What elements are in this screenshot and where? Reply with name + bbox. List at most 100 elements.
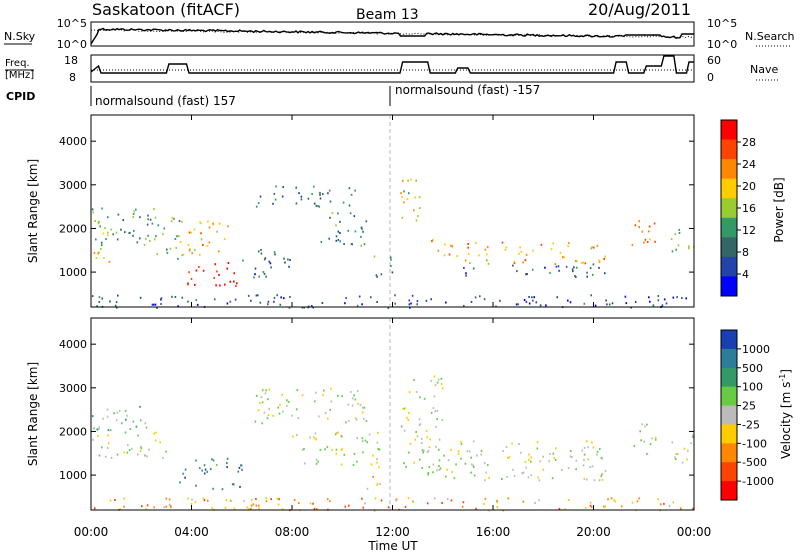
heatmap-cell: [363, 243, 366, 246]
heatmap-cell: [423, 449, 425, 452]
heatmap-cell: [432, 407, 435, 410]
heatmap-cell: [429, 438, 431, 441]
heatmap-cell: [187, 244, 190, 247]
heatmap-cell: [372, 475, 374, 478]
heatmap-cell: [415, 179, 417, 182]
heatmap-cell: [432, 238, 434, 241]
heatmap-cell: [670, 238, 673, 241]
heatmap-cell: [106, 446, 109, 449]
heatmap-cell: [147, 214, 149, 217]
heatmap-cell: [652, 304, 655, 307]
heatmap-cell: [268, 260, 271, 263]
heatmap-cell: [663, 502, 665, 505]
heatmap-cell: [312, 502, 314, 505]
heatmap-cell: [317, 205, 319, 208]
heatmap-cell: [337, 212, 339, 215]
heatmap-cell: [139, 450, 142, 452]
heatmap-cell: [535, 301, 538, 304]
heatmap-cell: [357, 402, 359, 405]
heatmap-cell: [456, 255, 458, 258]
colorbar-tick-label: -25: [742, 418, 760, 431]
heatmap-cell: [288, 265, 290, 268]
heatmap-cell: [274, 198, 277, 201]
heatmap-cell: [117, 213, 120, 216]
heatmap-cell: [559, 251, 562, 254]
heatmap-cell: [264, 392, 267, 395]
heatmap-cell: [604, 469, 607, 472]
heatmap-cell: [208, 226, 211, 229]
heatmap-cell: [646, 452, 648, 455]
heatmap-cell: [313, 400, 316, 403]
heatmap-cell: [282, 410, 284, 413]
heatmap-cell: [126, 414, 128, 417]
heatmap-cell: [265, 497, 267, 500]
heatmap-cell: [108, 260, 111, 263]
heatmap-cell: [273, 296, 276, 299]
heatmap-cell: [273, 300, 275, 303]
heatmap-cell: [688, 245, 690, 248]
heatmap-cell: [363, 406, 366, 409]
heatmap-cell: [351, 243, 353, 246]
heatmap-cell: [132, 234, 134, 237]
heatmap-cell: [237, 470, 240, 473]
freq-left-tick-high: 18: [64, 54, 78, 67]
heatmap-cell: [586, 271, 588, 274]
heatmap-cell: [303, 447, 305, 450]
colorbar-tick-label: 100: [742, 381, 763, 394]
heatmap-cell: [309, 502, 312, 505]
heatmap-cell: [654, 438, 657, 441]
heatmap-cell: [152, 303, 155, 306]
heatmap-cell: [473, 474, 476, 477]
heatmap-cell: [518, 252, 520, 255]
heatmap-cell: [563, 256, 565, 259]
heatmap-cell: [646, 423, 648, 426]
heatmap-cell: [190, 231, 192, 234]
heatmap-cell: [671, 250, 674, 253]
heatmap-cell: [268, 407, 270, 410]
heatmap-cell: [106, 231, 109, 234]
heatmap-cell: [378, 466, 380, 469]
heatmap-cell: [672, 501, 674, 504]
heatmap-cell: [115, 231, 118, 234]
heatmap-cell: [643, 241, 645, 244]
heatmap-cell: [131, 447, 133, 450]
heatmap-cell: [176, 235, 178, 238]
heatmap-cell: [211, 458, 213, 461]
heatmap-cell: [408, 391, 411, 394]
heatmap-cell: [470, 463, 473, 466]
heatmap-cell: [538, 479, 541, 482]
nave-label: Nave: [750, 63, 778, 76]
heatmap-cell: [195, 299, 197, 302]
heatmap-cell: [101, 207, 103, 210]
heatmap-cell: [340, 449, 343, 451]
heatmap-cell: [173, 217, 175, 220]
heatmap-cell: [678, 232, 681, 234]
heatmap-cell: [224, 283, 226, 286]
heatmap-cell: [364, 439, 367, 442]
heatmap-cell: [225, 499, 228, 502]
station-title: Saskatoon (fitACF): [92, 0, 240, 19]
heatmap-cell: [347, 403, 350, 406]
heatmap-cell: [453, 477, 456, 480]
heatmap-cell: [342, 201, 345, 204]
heatmap-cell: [190, 502, 193, 505]
y-tick-label: 4000: [59, 338, 87, 351]
heatmap-cell: [114, 304, 117, 307]
heatmap-cell: [202, 497, 205, 500]
heatmap-cell: [235, 284, 237, 287]
heatmap-cell: [233, 272, 236, 275]
heatmap-cell: [528, 302, 531, 305]
heatmap-cell: [246, 506, 248, 509]
heatmap-cell: [214, 263, 217, 266]
heatmap-cell: [552, 452, 555, 455]
heatmap-cell: [179, 481, 181, 484]
heatmap-cell: [403, 201, 405, 204]
heatmap-cell: [451, 471, 453, 474]
heatmap-cell: [171, 295, 173, 298]
heatmap-cell: [344, 302, 346, 305]
heatmap-cell: [415, 219, 418, 222]
heatmap-cell: [126, 451, 129, 454]
heatmap-cell: [487, 464, 489, 467]
heatmap-cell: [181, 296, 184, 299]
